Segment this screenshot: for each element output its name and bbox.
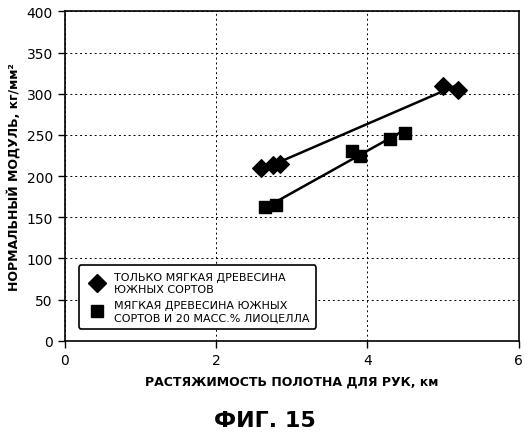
- Point: [269, 163, 277, 170]
- Text: ФИГ. 15: ФИГ. 15: [214, 410, 316, 430]
- Point: [276, 161, 285, 168]
- Legend: ТОЛЬКО МЯГКАЯ ДРЕВЕСИНА
ЮЖНЫХ СОРТОВ, МЯГКАЯ ДРЕВЕСИНА ЮЖНЫХ
СОРТОВ И 20 МАСС.% : ТОЛЬКО МЯГКАЯ ДРЕВЕСИНА ЮЖНЫХ СОРТОВ, МЯ…: [80, 266, 316, 329]
- Point: [439, 83, 447, 90]
- Point: [348, 148, 356, 155]
- Point: [261, 204, 269, 211]
- Y-axis label: НОРМАЛЬНЫЙ МОДУЛЬ, кг/мм²: НОРМАЛЬНЫЙ МОДУЛЬ, кг/мм²: [7, 63, 21, 290]
- Point: [401, 131, 409, 138]
- Point: [454, 87, 462, 94]
- X-axis label: РАСТЯЖИМОСТЬ ПОЛОТНА ДЛЯ РУК, км: РАСТЯЖИМОСТЬ ПОЛОТНА ДЛЯ РУК, км: [145, 375, 438, 388]
- Point: [356, 153, 364, 160]
- Point: [386, 136, 394, 143]
- Point: [272, 202, 281, 209]
- Point: [257, 165, 266, 172]
